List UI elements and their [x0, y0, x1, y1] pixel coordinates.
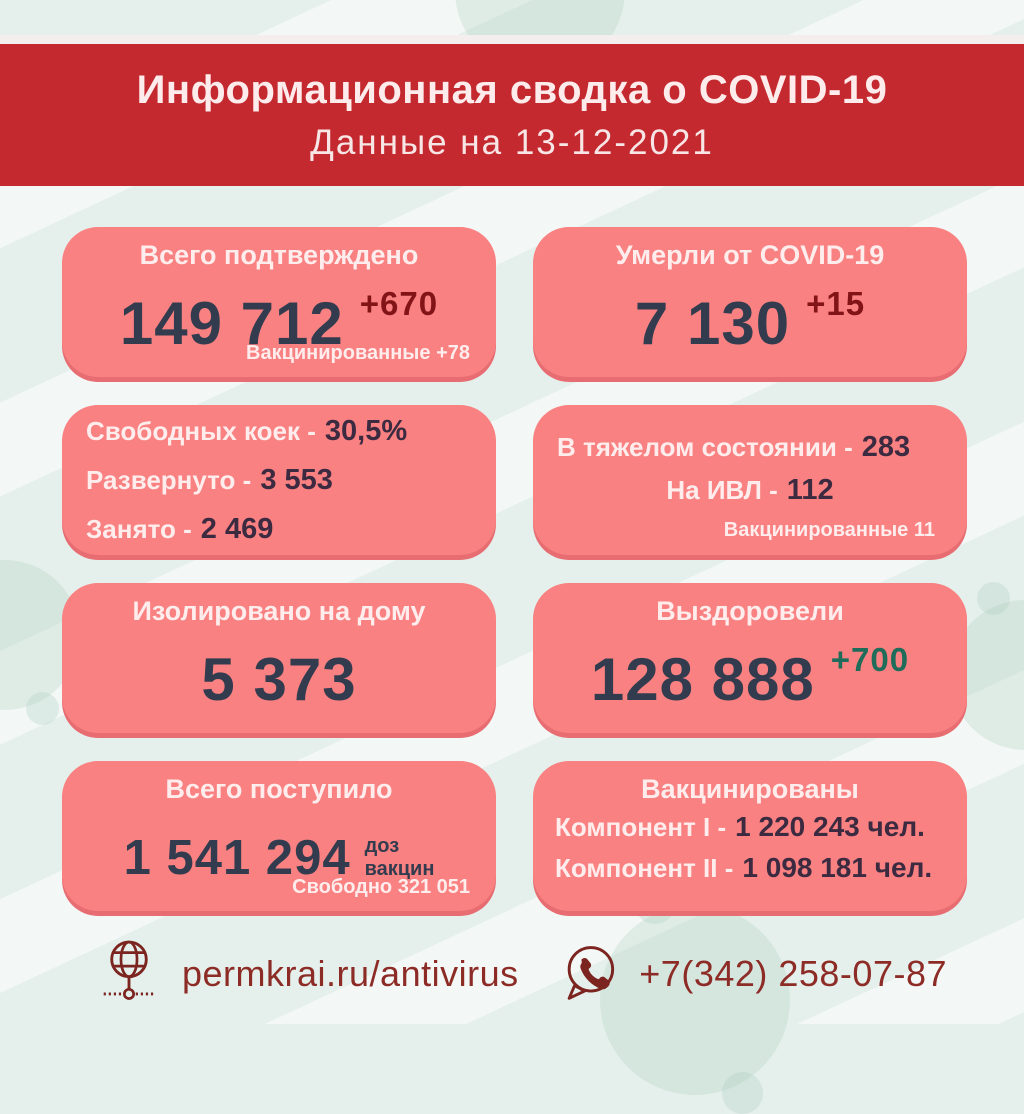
website-url[interactable]: permkrai.ru/antivirus [182, 953, 519, 994]
isolated-total-value: 5 373 [201, 646, 357, 713]
severe-condition-line: В тяжелом состоянии - 283 [557, 431, 943, 464]
vaccine-doses-unit: доз вакцин [365, 835, 435, 881]
globe-internet-icon [102, 937, 156, 1012]
free-beds-label: Свободных коек - [86, 415, 316, 446]
confirmed-vaccinated-note: Вакцинированные +78 [246, 342, 470, 364]
value-row: 5 373 [62, 627, 496, 733]
footer-contacts: permkrai.ru/antivirus +7(342) 258-07-87 [62, 933, 967, 1015]
value-row: 128 888 +700 [533, 627, 967, 733]
deaths-daily-delta: +15 [806, 285, 866, 322]
unit-line-2: вакцин [364, 858, 435, 880]
card-deaths: Умерли от COVID-19 7 130 +15 [533, 227, 967, 377]
severe-condition-value: 283 [861, 430, 911, 463]
occupied-beds-value: 2 469 [200, 512, 274, 545]
phone-number[interactable]: +7(342) 258-07-87 [639, 953, 947, 994]
card-title-isolated: Изолировано на дому [132, 596, 426, 626]
vaccine-free-note: Свободно 321 051 [292, 876, 470, 898]
card-title-vaccine-supply: Всего поступило [165, 774, 393, 804]
vaccinated-lines: Компонент I - 1 220 243 чел. Компонент II… [533, 805, 967, 884]
phone-contact: +7(342) 258-07-87 [561, 943, 967, 1006]
free-beds-line: Свободных коек - 30,5% [86, 415, 472, 448]
card-isolated-home: Изолировано на дому 5 373 [62, 583, 496, 733]
card-title-vaccinated: Вакцинированы [641, 774, 859, 804]
deployed-beds-value: 3 553 [260, 463, 333, 496]
component-2-label: Компонент II - [555, 853, 734, 883]
severe-vaccinated-note: Вакцинированные 11 [723, 518, 935, 541]
card-vaccine-supply: Всего поступило 1 541 294 доз вакцин Сво… [62, 761, 496, 911]
component-1-label: Компонент I - [555, 812, 727, 842]
free-beds-value: 30,5% [324, 414, 408, 447]
card-title-recovered: Выздоровели [656, 596, 844, 626]
ventilator-label: На ИВЛ - [666, 474, 778, 505]
occupied-beds-label: Занято - [86, 513, 192, 544]
confirmed-total-value: 149 712 [119, 290, 344, 357]
vaccine-doses-value: 1 541 294 [123, 830, 351, 885]
recovered-total-value: 128 888 [590, 646, 815, 713]
card-vaccinated: Вакцинированы Компонент I - 1 220 243 чел… [533, 761, 967, 911]
confirmed-daily-delta: +670 [359, 285, 439, 322]
card-severe-condition: В тяжелом состоянии - 283 На ИВЛ - 112 Вак… [533, 405, 967, 555]
unit-line-1: доз [364, 835, 400, 857]
component-2-line: Компонент II - 1 098 181 чел. [555, 852, 945, 884]
card-total-confirmed: Всего подтверждено 149 712 +670 Вакцинир… [62, 227, 496, 377]
deaths-total-value: 7 130 [634, 290, 791, 357]
card-hospital-beds: Свободных коек -30,5% Развернуто -3 553 … [62, 405, 496, 555]
deployed-beds-label: Развернуто - [86, 464, 252, 495]
value-row: 1 541 294 доз вакцин [62, 805, 496, 911]
page-title: Информационная сводка о COVID-19 [136, 67, 888, 112]
card-title-total-confirmed: Всего подтверждено [139, 240, 419, 270]
recovered-daily-delta: +700 [830, 641, 910, 678]
card-title-deaths: Умерли от COVID-19 [615, 240, 885, 270]
header-banner: Информационная сводка о COVID-19 Данные … [0, 44, 1024, 186]
phone-chat-icon [561, 943, 619, 1006]
severe-condition-label: В тяжелом состоянии - [557, 431, 853, 462]
deployed-beds-line: Развернуто - 3 553 [86, 464, 472, 497]
stats-grid: Всего подтверждено 149 712 +670 Вакцинир… [62, 227, 967, 911]
header-top-strip [0, 35, 1024, 44]
component-2-value: 1 098 181 чел. [742, 852, 933, 883]
component-1-value: 1 220 243 чел. [735, 811, 925, 842]
report-date: Данные на 13-12-2021 [310, 122, 714, 162]
website-contact: permkrai.ru/antivirus [62, 937, 519, 1012]
ventilator-value: 112 [786, 473, 834, 506]
occupied-beds-line: Занято - 2 469 [86, 513, 472, 546]
value-row: 149 712 +670 [62, 271, 496, 377]
component-1-line: Компонент I - 1 220 243 чел. [555, 811, 945, 843]
ventilator-line: На ИВЛ - 112 [557, 474, 943, 507]
value-row: 7 130 +15 [533, 271, 967, 377]
card-recovered: Выздоровели 128 888 +700 [533, 583, 967, 733]
